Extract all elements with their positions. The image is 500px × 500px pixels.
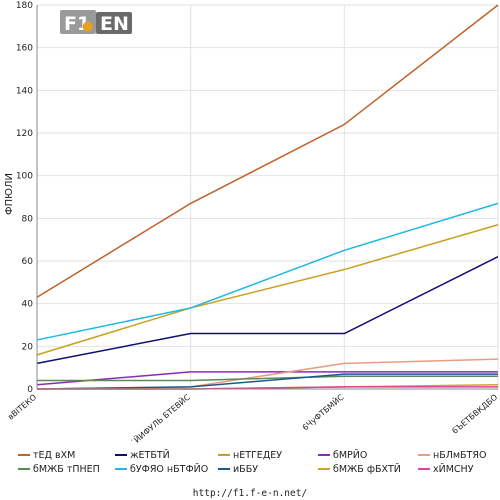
y-tick-label: 0 xyxy=(27,385,33,395)
y-tick-label: 40 xyxy=(22,300,34,310)
legend-label: бМРЙО xyxy=(333,449,367,461)
series-line xyxy=(36,224,499,356)
y-axis-ticks: 0 20 40 60 80 100 120 140 160 180 xyxy=(16,1,33,395)
series-line xyxy=(36,202,499,341)
series-line xyxy=(36,256,499,365)
y-tick-label: 180 xyxy=(16,1,33,11)
series-line xyxy=(37,375,498,382)
legend-label: иББУ xyxy=(233,464,258,475)
series-line xyxy=(36,371,498,386)
legend-item: бМЖБ фБХТЙ xyxy=(318,463,401,475)
y-tick-label: 160 xyxy=(16,44,33,54)
y-tick-label: 60 xyxy=(22,257,34,267)
legend-label: нЕТГЕДЕУ xyxy=(233,450,282,461)
x-tick-label: вВITEКО xyxy=(6,393,38,422)
y-tick-label: 140 xyxy=(16,86,33,96)
series-line xyxy=(36,4,499,298)
legend-label: бУФЯО нБТФЙО xyxy=(130,463,208,475)
legend-item: хЙМСНУ xyxy=(418,463,474,475)
svg-text:●: ● xyxy=(82,19,93,34)
y-tick-label: 120 xyxy=(16,129,33,139)
x-tick-label: ˙ЙИФУЛЬ БТЕВЙС xyxy=(128,391,192,447)
legend-item: бМРЙО xyxy=(318,449,367,461)
legend-label: жЕТБТЙ xyxy=(130,449,170,461)
svg-text:F1: F1 xyxy=(64,13,90,35)
legend-label: нБЛмБТЯО xyxy=(433,450,486,461)
legend-label: хЙМСНУ xyxy=(433,463,474,475)
legend-item: бУФЯО нБТФЙО xyxy=(115,463,208,475)
series-line xyxy=(36,373,498,390)
x-axis-ticks: вВITEКО ˙ЙИФУЛЬ БТЕВЙС 6ЧуФТБМЙС 6ЪЕТБВКДБО xyxy=(6,391,499,447)
y-tick-label: 20 xyxy=(22,342,34,352)
y-tick-label: 100 xyxy=(16,172,33,182)
legend-item: бМЖБ тПНЕП xyxy=(18,464,100,475)
grid xyxy=(36,4,499,390)
source-url[interactable]: http://f1.f-e-n.net/ xyxy=(193,488,307,499)
x-tick-label: 6ЧуФТБМЙС xyxy=(299,391,345,433)
legend-item: нЕТГЕДЕУ xyxy=(218,450,282,461)
legend: тЕД вХМ жЕТБТЙ нЕТГЕДЕУ бМРЙО нБЛмБТЯО бМЖБ т… xyxy=(18,449,486,475)
y-axis-label: ФПЮЛИ xyxy=(4,173,15,215)
legend-item: жЕТБТЙ xyxy=(115,449,170,461)
y-tick-label: 80 xyxy=(22,214,34,224)
legend-item: иББУ xyxy=(218,464,258,475)
legend-label: тЕД вХМ xyxy=(33,450,75,461)
x-tick-label: 6ЪЕТБВКДБО xyxy=(450,393,499,436)
logo: F1 ● EN xyxy=(60,10,132,35)
legend-label: бМЖБ тПНЕП xyxy=(33,464,100,475)
legend-item: нБЛмБТЯО xyxy=(418,450,486,461)
series-layer xyxy=(36,4,499,390)
svg-text:EN: EN xyxy=(100,13,129,35)
legend-label: бМЖБ фБХТЙ xyxy=(333,463,401,475)
legend-item: тЕД вХМ xyxy=(18,450,75,461)
